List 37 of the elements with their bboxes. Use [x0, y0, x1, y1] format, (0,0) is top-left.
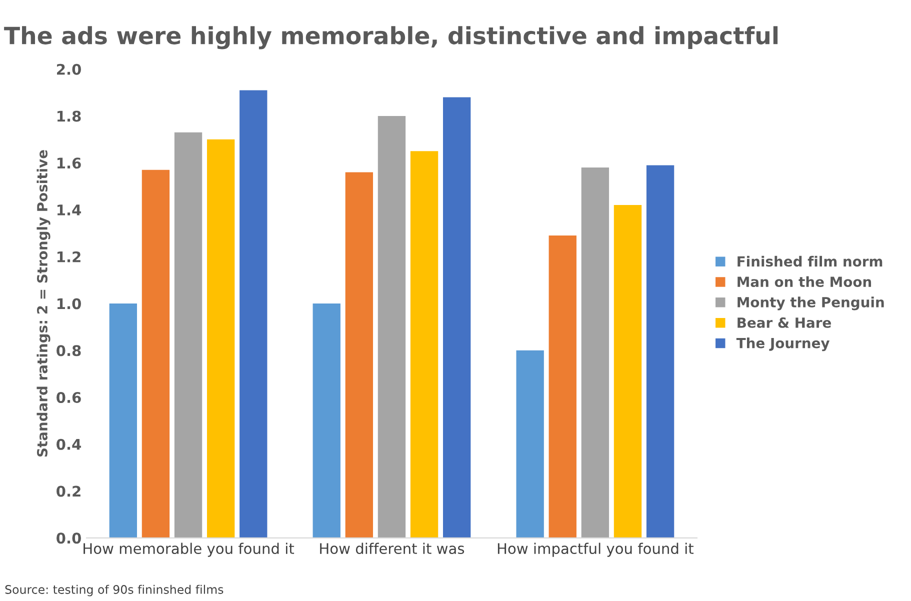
y-tick-label: 2.0 [57, 64, 81, 75]
legend-label: The Journey [736, 338, 830, 352]
x-tick-label: How different it was [320, 542, 464, 554]
bar [345, 172, 374, 538]
source-note: Source: testing of 90s fininshed films [5, 584, 224, 596]
y-tick-label: 1.0 [57, 298, 81, 310]
bar [581, 168, 610, 538]
y-tick-label: 0.0 [56, 532, 81, 544]
chart-title: The ads were highly memorable, distinctive and impactful [4, 26, 778, 50]
y-tick-label: 0.4 [56, 438, 82, 450]
bar [312, 304, 340, 538]
bar [410, 151, 438, 538]
bar [240, 90, 268, 538]
legend-label: Man on the Moon [738, 276, 872, 288]
bar [109, 304, 137, 538]
bar [614, 205, 642, 538]
bar [206, 139, 235, 538]
y-tick-label: 0.6 [56, 392, 81, 404]
y-tick-label: 1.8 [57, 110, 81, 122]
bar [443, 97, 471, 538]
x-tick-label: How memorable you found it [84, 542, 294, 557]
bar [548, 236, 576, 538]
bar [378, 116, 406, 538]
bar [516, 350, 544, 538]
y-axis-title: Standard ratings: 2 = Strongly Positive [36, 150, 50, 457]
legend-label: Bear & Hare [738, 317, 831, 328]
y-tick-label: 1.2 [57, 251, 80, 262]
legend-label: Monty the Penguin [738, 296, 884, 310]
y-tick-label: 1.6 [57, 158, 81, 169]
bar [142, 170, 170, 538]
y-tick-label: 0.8 [56, 345, 81, 356]
y-tick-label: 1.4 [57, 204, 82, 216]
y-tick-label: 0.2 [56, 486, 80, 497]
bar [174, 132, 202, 538]
bar [646, 165, 674, 538]
x-tick-label: How impactful you found it [498, 542, 694, 557]
legend-label: Finished film norm [738, 256, 882, 267]
